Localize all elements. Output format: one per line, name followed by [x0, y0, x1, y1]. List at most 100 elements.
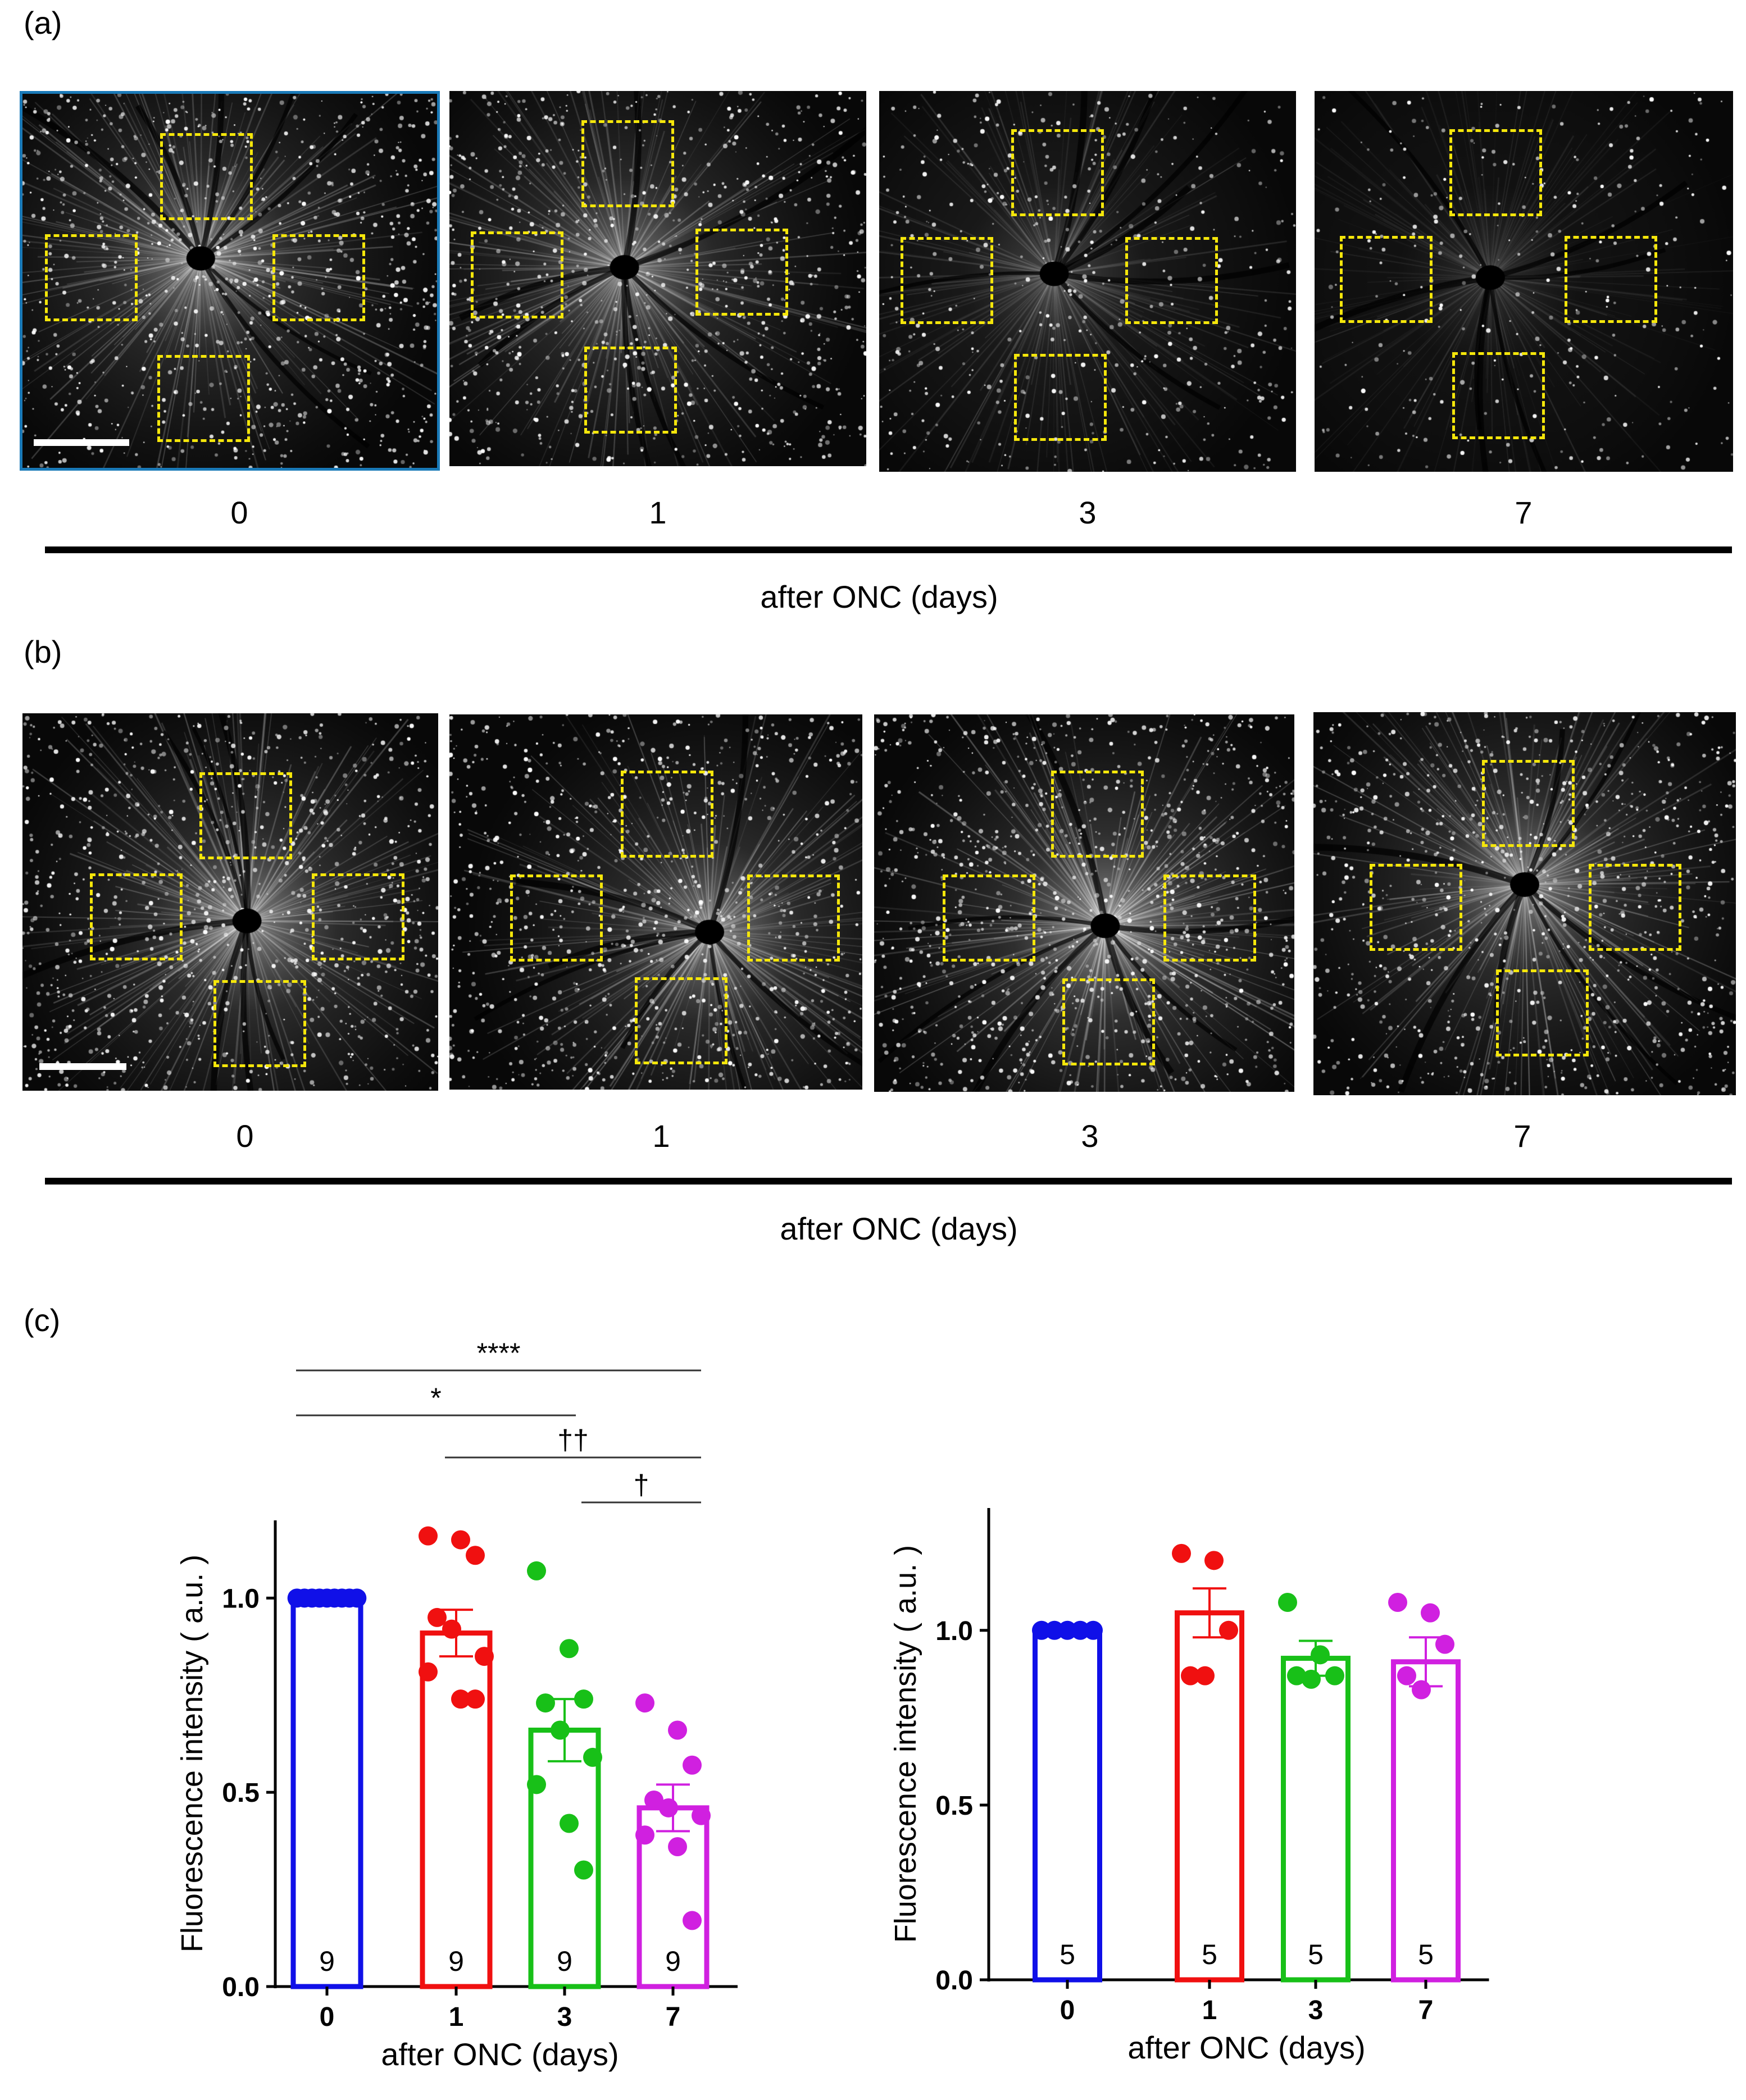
data-point: [659, 1798, 678, 1817]
bar-chart-left: 0.0 0.5 1.0 Fluorescence intensity ( a.u. )…: [175, 1337, 738, 2072]
data-point: [466, 1546, 485, 1565]
roi-box: [213, 980, 306, 1067]
data-point: [1311, 1645, 1330, 1665]
n-label: 9: [665, 1946, 681, 1977]
data-point: [635, 1825, 654, 1845]
day-label: 3: [1079, 495, 1097, 530]
data-point: [668, 1720, 687, 1740]
roi-box: [157, 355, 250, 442]
fluorescence-image-b-day0: [22, 713, 438, 1091]
y-tick-label: 0.0: [935, 1966, 973, 1996]
panel-c-label: (c): [24, 1302, 61, 1338]
y-tick-label: 0.0: [222, 1973, 260, 2002]
data-point: [1388, 1593, 1407, 1612]
bar-0: [290, 1595, 363, 1989]
significance-label: ****: [477, 1337, 521, 1369]
roi-box: [1496, 969, 1589, 1056]
data-point: [451, 1689, 470, 1709]
roi-box: [1565, 236, 1657, 323]
x-tick-label: 0: [1060, 1996, 1075, 2025]
data-point: [1195, 1666, 1215, 1686]
roi-box: [1014, 354, 1107, 441]
roi-box: [1482, 760, 1575, 847]
data-point: [1219, 1620, 1238, 1640]
bar-chart-right: 0.0 0.5 1.0 Fluorescence intensity ( a.u. )…: [889, 1508, 1489, 2065]
data-point: [583, 1747, 602, 1767]
y-tick-label: 0.5: [935, 1791, 973, 1821]
day-label: 1: [652, 1118, 670, 1154]
fluorescence-image-b-day3: [874, 714, 1294, 1092]
significance-label: ††: [557, 1424, 589, 1456]
data-point: [442, 1619, 461, 1639]
y-tick-label: 1.0: [222, 1584, 260, 1614]
roi-box: [312, 873, 404, 960]
roi-box: [747, 874, 840, 962]
data-point: [1287, 1666, 1306, 1686]
timeline-bar: [45, 1178, 1732, 1185]
roi-box: [510, 874, 603, 962]
data-point: [428, 1607, 447, 1627]
n-label: 9: [319, 1946, 335, 1977]
data-point: [451, 1530, 470, 1550]
roi-box: [471, 231, 563, 318]
panel-a-label: (a): [24, 5, 62, 40]
roi-box: [695, 229, 788, 316]
roi-box: [584, 347, 677, 434]
n-label: 9: [557, 1946, 572, 1977]
roi-box: [272, 234, 365, 321]
fluorescence-image-b-day7: [1313, 712, 1736, 1095]
data-point: [1421, 1603, 1440, 1623]
x-tick-label: 1: [1202, 1996, 1217, 2025]
y-tick-label: 0.5: [222, 1778, 260, 1808]
x-tick-label: 0: [320, 2002, 335, 2032]
n-label: 9: [448, 1946, 464, 1977]
x-tick-label: 7: [1418, 1996, 1434, 2025]
roi-box: [160, 133, 253, 220]
data-point: [1397, 1666, 1416, 1686]
roi-box: [1125, 237, 1218, 324]
data-point: [551, 1720, 570, 1740]
y-axis-label: Fluorescence intensity ( a.u. ): [175, 1555, 209, 1952]
data-point: [466, 1689, 485, 1709]
roi-box: [1163, 874, 1256, 962]
x-axis-label: after ONC (days): [381, 2037, 619, 2072]
data-point: [527, 1775, 546, 1794]
significance-label: *: [430, 1382, 441, 1414]
scale-bar: [34, 439, 129, 446]
data-point: [692, 1806, 711, 1825]
data-point: [560, 1639, 579, 1659]
fluorescence-image-a-day1: [449, 91, 866, 466]
roi-box: [1370, 864, 1462, 951]
data-point: [1302, 1669, 1321, 1689]
bar-1: [420, 1630, 493, 1989]
y-axis-label: Fluorescence intensity ( a.u. ): [889, 1545, 922, 1943]
fluorescence-image-a-day7: [1315, 91, 1733, 472]
bar-3: [1281, 1656, 1351, 1983]
roi-box: [901, 237, 993, 324]
data-point: [419, 1526, 438, 1546]
data-point: [1204, 1551, 1224, 1570]
x-tick-label: 3: [557, 2002, 572, 2032]
data-point: [475, 1647, 494, 1666]
roi-box: [199, 772, 292, 859]
n-label: 5: [1060, 1939, 1075, 1970]
roi-box: [1340, 236, 1433, 323]
data-point: [419, 1662, 438, 1682]
data-point: [347, 1588, 367, 1608]
x-axis-label: after ONC (days): [1127, 2030, 1365, 2065]
data-point: [536, 1693, 555, 1713]
roi-box: [1062, 978, 1155, 1065]
day-label: 1: [649, 495, 667, 530]
data-point: [1278, 1593, 1297, 1612]
x-tick-label: 1: [449, 2002, 464, 2032]
x-tick-label: 3: [1308, 1996, 1324, 2025]
n-label: 5: [1202, 1939, 1217, 1970]
axis-caption: after ONC (days): [760, 579, 998, 614]
data-point: [1181, 1666, 1200, 1686]
roi-box: [90, 873, 183, 960]
roi-box: [1449, 129, 1542, 216]
data-point: [1172, 1543, 1191, 1563]
roi-box: [45, 234, 138, 321]
roi-box: [1011, 129, 1104, 216]
bar-0: [1033, 1628, 1102, 1983]
